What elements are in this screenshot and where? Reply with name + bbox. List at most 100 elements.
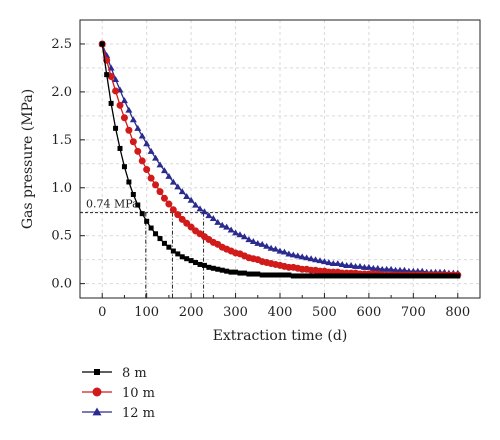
data-point (360, 263, 368, 270)
data-point (138, 157, 146, 165)
data-point (108, 100, 114, 106)
data-point (174, 211, 182, 219)
data-point (99, 41, 105, 47)
data-point (378, 265, 386, 272)
data-point (210, 265, 216, 271)
data-point (321, 273, 327, 279)
data-point (369, 264, 377, 271)
data-point (268, 272, 274, 278)
data-point (147, 147, 155, 154)
threshold-label: 0.74 MPa (86, 198, 139, 211)
data-point (129, 138, 137, 146)
data-point (383, 265, 391, 272)
data-point (214, 218, 222, 225)
data-point (361, 273, 367, 279)
data-point (240, 233, 248, 240)
y-axis-label: Gas pressure (MPa) (20, 89, 36, 229)
legend-label: 10 m (122, 386, 155, 401)
data-point (397, 273, 403, 279)
x-tick-label: 600 (356, 305, 381, 320)
data-point (224, 268, 230, 274)
y-tick-label: 1.5 (51, 133, 72, 148)
data-point (374, 264, 382, 271)
data-point (178, 188, 186, 195)
data-point (285, 250, 293, 257)
data-point (184, 256, 190, 262)
data-point (250, 271, 256, 277)
legend-label: 12 m (122, 406, 155, 421)
x-tick-label: 200 (179, 305, 204, 320)
data-point (446, 273, 452, 279)
data-point (121, 164, 127, 170)
data-point (112, 76, 120, 82)
series-8m (99, 41, 461, 279)
data-point (223, 223, 231, 230)
data-point (116, 101, 124, 109)
data-point (290, 273, 296, 279)
data-point (338, 261, 346, 268)
data-point (400, 266, 408, 273)
data-point (353, 273, 359, 279)
data-point (233, 269, 239, 275)
data-point (175, 251, 181, 257)
data-point (255, 271, 261, 277)
data-point (254, 239, 262, 246)
data-point (196, 205, 204, 212)
data-point (92, 407, 102, 416)
data-point (129, 116, 137, 123)
data-point (335, 273, 341, 279)
data-point (236, 231, 244, 238)
data-point (156, 161, 164, 168)
y-tick-label: 0.0 (51, 277, 72, 292)
data-point (152, 154, 160, 161)
data-point (264, 272, 270, 278)
data-point (384, 273, 390, 279)
data-point (170, 248, 176, 254)
data-point (201, 262, 207, 268)
data-point (401, 273, 407, 279)
data-point (165, 172, 173, 179)
data-point (388, 273, 394, 279)
x-tick-label: 300 (223, 305, 248, 320)
data-point (135, 202, 141, 208)
data-point (312, 256, 320, 263)
data-point (160, 194, 168, 202)
data-point (209, 215, 217, 221)
data-point (117, 145, 123, 151)
data-point (104, 72, 110, 78)
data-point (298, 253, 306, 260)
data-point (281, 272, 287, 278)
data-point (299, 273, 305, 279)
data-point (263, 242, 271, 249)
data-point (183, 192, 191, 199)
data-point (144, 218, 150, 224)
data-point (205, 212, 213, 219)
threshold-annotation: 0.74 MPa (80, 198, 480, 298)
data-point (227, 226, 235, 233)
data-point (272, 245, 280, 252)
data-point (143, 166, 151, 174)
data-point (92, 387, 102, 397)
data-point (120, 114, 128, 122)
data-point (326, 273, 332, 279)
legend-item: 10 m (82, 386, 155, 401)
x-tick-label: 700 (401, 305, 426, 320)
data-point (286, 272, 292, 278)
data-point (188, 258, 194, 264)
legend-item: 8 m (82, 366, 147, 381)
data-point (348, 273, 354, 279)
data-point (303, 254, 311, 261)
data-point (192, 201, 200, 208)
x-axis-label: Extraction time (d) (213, 328, 348, 344)
data-point (330, 273, 336, 279)
data-point (437, 273, 443, 279)
data-point (441, 273, 447, 279)
data-point (169, 178, 177, 185)
grid-lines (80, 20, 480, 298)
legend: 8 m 10 m 12 m (82, 366, 155, 421)
data-point (134, 147, 142, 155)
x-tick-label: 500 (312, 305, 337, 320)
data-point (352, 262, 360, 269)
legend-label: 8 m (122, 366, 147, 381)
data-point (179, 254, 185, 260)
